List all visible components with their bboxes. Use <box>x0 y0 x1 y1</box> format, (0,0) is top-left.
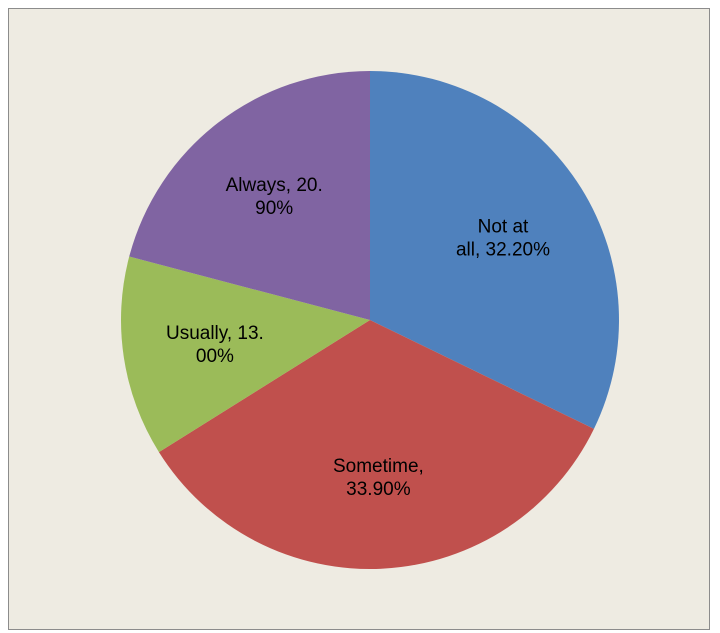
data-label-line: 90% <box>255 198 293 219</box>
data-label-usually: Usually, 13. 00% <box>166 323 264 367</box>
data-label-line: all, 32.20% <box>456 239 550 260</box>
data-label-line: Sometime, <box>333 456 424 477</box>
pie-slice-not-at-all <box>370 71 619 429</box>
data-label-sometime: Sometime, 33.90% <box>333 456 424 500</box>
pie-slice-usually <box>121 256 371 453</box>
data-label-not-at-all: Not at all, 32.20% <box>456 216 550 260</box>
data-label-line: Not at <box>478 216 529 237</box>
pie-slice-sometime <box>158 320 594 569</box>
pie-slices <box>121 70 619 569</box>
data-label-line: 00% <box>196 346 234 367</box>
data-label-always: Always, 20. 90% <box>226 175 323 219</box>
data-label-line: Usually, 13. <box>166 323 264 344</box>
data-label-line: Always, 20. <box>226 175 323 196</box>
pie-labels: Not at all, 32.20% Sometime, 33.90% Usually,… <box>166 175 550 500</box>
pie-slice-always <box>129 70 370 321</box>
data-label-line: 33.90% <box>346 479 411 500</box>
